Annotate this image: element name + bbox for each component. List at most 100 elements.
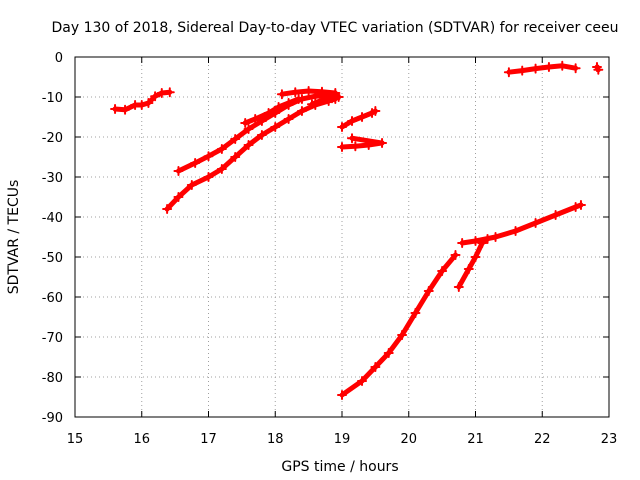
data-point-marker xyxy=(156,88,167,98)
data-point-marker xyxy=(470,236,481,246)
y-tick-label: -10 xyxy=(42,91,63,106)
data-point-marker xyxy=(162,204,173,214)
data-point-marker xyxy=(337,142,347,152)
y-tick-label: -20 xyxy=(42,131,63,146)
data-point-marker xyxy=(503,67,514,78)
data-point-marker xyxy=(450,250,461,260)
data-point-marker xyxy=(270,122,281,132)
data-series xyxy=(110,60,604,400)
x-tick-label: 20 xyxy=(400,432,417,447)
data-point-marker xyxy=(243,124,254,134)
data-point-marker xyxy=(263,108,274,118)
y-axis-label: SDTVAR / TECUs xyxy=(6,180,22,295)
plot-frame xyxy=(74,56,610,418)
data-point-marker xyxy=(250,114,261,124)
y-tick-label: -30 xyxy=(42,171,63,186)
data-point-marker xyxy=(423,286,434,296)
data-point-marker xyxy=(326,93,337,104)
y-tick-labels: 0 -10 -20 -30 -40 -50 -60 -70 -80 -90 xyxy=(42,51,63,426)
data-point-marker xyxy=(530,63,541,74)
data-point-marker xyxy=(357,376,368,386)
x-tick-label: 21 xyxy=(467,432,484,447)
data-point-marker xyxy=(240,118,251,128)
data-point-marker xyxy=(370,362,381,372)
data-point-marker xyxy=(593,64,604,75)
x-tick-label: 22 xyxy=(534,432,551,447)
data-point-marker xyxy=(575,200,586,210)
data-point-marker xyxy=(186,180,197,190)
data-point-marker xyxy=(203,172,214,182)
y-tick-label: -70 xyxy=(42,331,63,346)
x-tick-labels: 15 16 17 18 19 20 21 22 23 xyxy=(67,432,618,447)
data-point-marker xyxy=(363,140,374,150)
data-point-marker xyxy=(410,308,421,318)
data-point-marker xyxy=(347,116,358,126)
x-axis-label: GPS time / hours xyxy=(281,459,398,475)
series-line-3 xyxy=(164,96,338,212)
data-point-marker xyxy=(190,158,201,168)
y-tick-label: -50 xyxy=(42,251,63,266)
data-point-marker xyxy=(397,330,408,340)
data-point-marker xyxy=(316,95,327,106)
data-point-marker xyxy=(120,104,131,115)
data-point-marker xyxy=(136,100,147,110)
data-point-marker xyxy=(316,86,327,97)
x-tick-label: 15 xyxy=(67,432,84,447)
data-point-marker xyxy=(570,63,581,74)
data-point-marker xyxy=(570,202,581,212)
data-point-marker xyxy=(357,112,368,122)
data-point-marker xyxy=(110,104,121,114)
data-point-marker xyxy=(216,144,227,154)
data-point-marker xyxy=(150,91,161,102)
series-line-9 xyxy=(339,252,458,398)
data-point-marker xyxy=(347,133,358,144)
x-tick-label: 18 xyxy=(267,432,284,447)
data-point-marker xyxy=(337,122,347,132)
data-point-marker xyxy=(510,226,521,236)
data-point-marker xyxy=(293,94,304,104)
data-point-marker xyxy=(164,87,175,98)
x-tick-label: 16 xyxy=(133,432,150,447)
data-point-marker xyxy=(370,106,381,116)
data-point-marker xyxy=(337,390,347,400)
data-point-marker xyxy=(543,62,554,72)
data-point-marker xyxy=(557,60,568,71)
data-point-marker xyxy=(517,65,528,76)
data-point-marker xyxy=(143,98,154,108)
data-point-marker xyxy=(273,102,284,112)
data-point-marker xyxy=(216,164,227,174)
y-tick-label: -60 xyxy=(42,291,63,306)
x-tick-label: 19 xyxy=(334,432,351,447)
y-tick-label: -40 xyxy=(42,211,63,226)
data-point-marker xyxy=(230,152,241,162)
grid xyxy=(75,57,609,417)
x-tick-label: 23 xyxy=(601,432,618,447)
chart-title: Day 130 of 2018, Sidereal Day-to-day VTE… xyxy=(51,20,618,36)
data-point-marker xyxy=(230,134,241,144)
data-point-marker xyxy=(290,87,301,98)
data-point-marker xyxy=(490,232,501,242)
data-point-marker xyxy=(306,99,317,110)
data-point-marker xyxy=(550,210,561,220)
data-point-marker xyxy=(173,166,184,176)
series-line-8 xyxy=(339,135,385,150)
y-tick-label: -80 xyxy=(42,371,63,386)
data-point-marker xyxy=(283,114,294,124)
data-point-marker xyxy=(203,151,214,162)
data-point-marker xyxy=(296,106,307,116)
x-tick-label: 17 xyxy=(200,432,217,447)
data-point-marker xyxy=(276,89,287,100)
data-point-marker xyxy=(350,141,361,152)
data-point-marker xyxy=(457,238,468,248)
data-point-marker xyxy=(470,252,481,262)
data-point-marker xyxy=(377,138,388,148)
data-point-marker xyxy=(243,140,254,150)
y-tick-label: 0 xyxy=(55,51,63,66)
y-tick-label: -90 xyxy=(42,411,63,426)
data-point-marker xyxy=(173,192,184,202)
data-point-marker xyxy=(437,266,448,276)
data-point-marker xyxy=(530,218,541,228)
data-point-marker xyxy=(333,92,344,102)
data-point-marker xyxy=(283,98,294,108)
